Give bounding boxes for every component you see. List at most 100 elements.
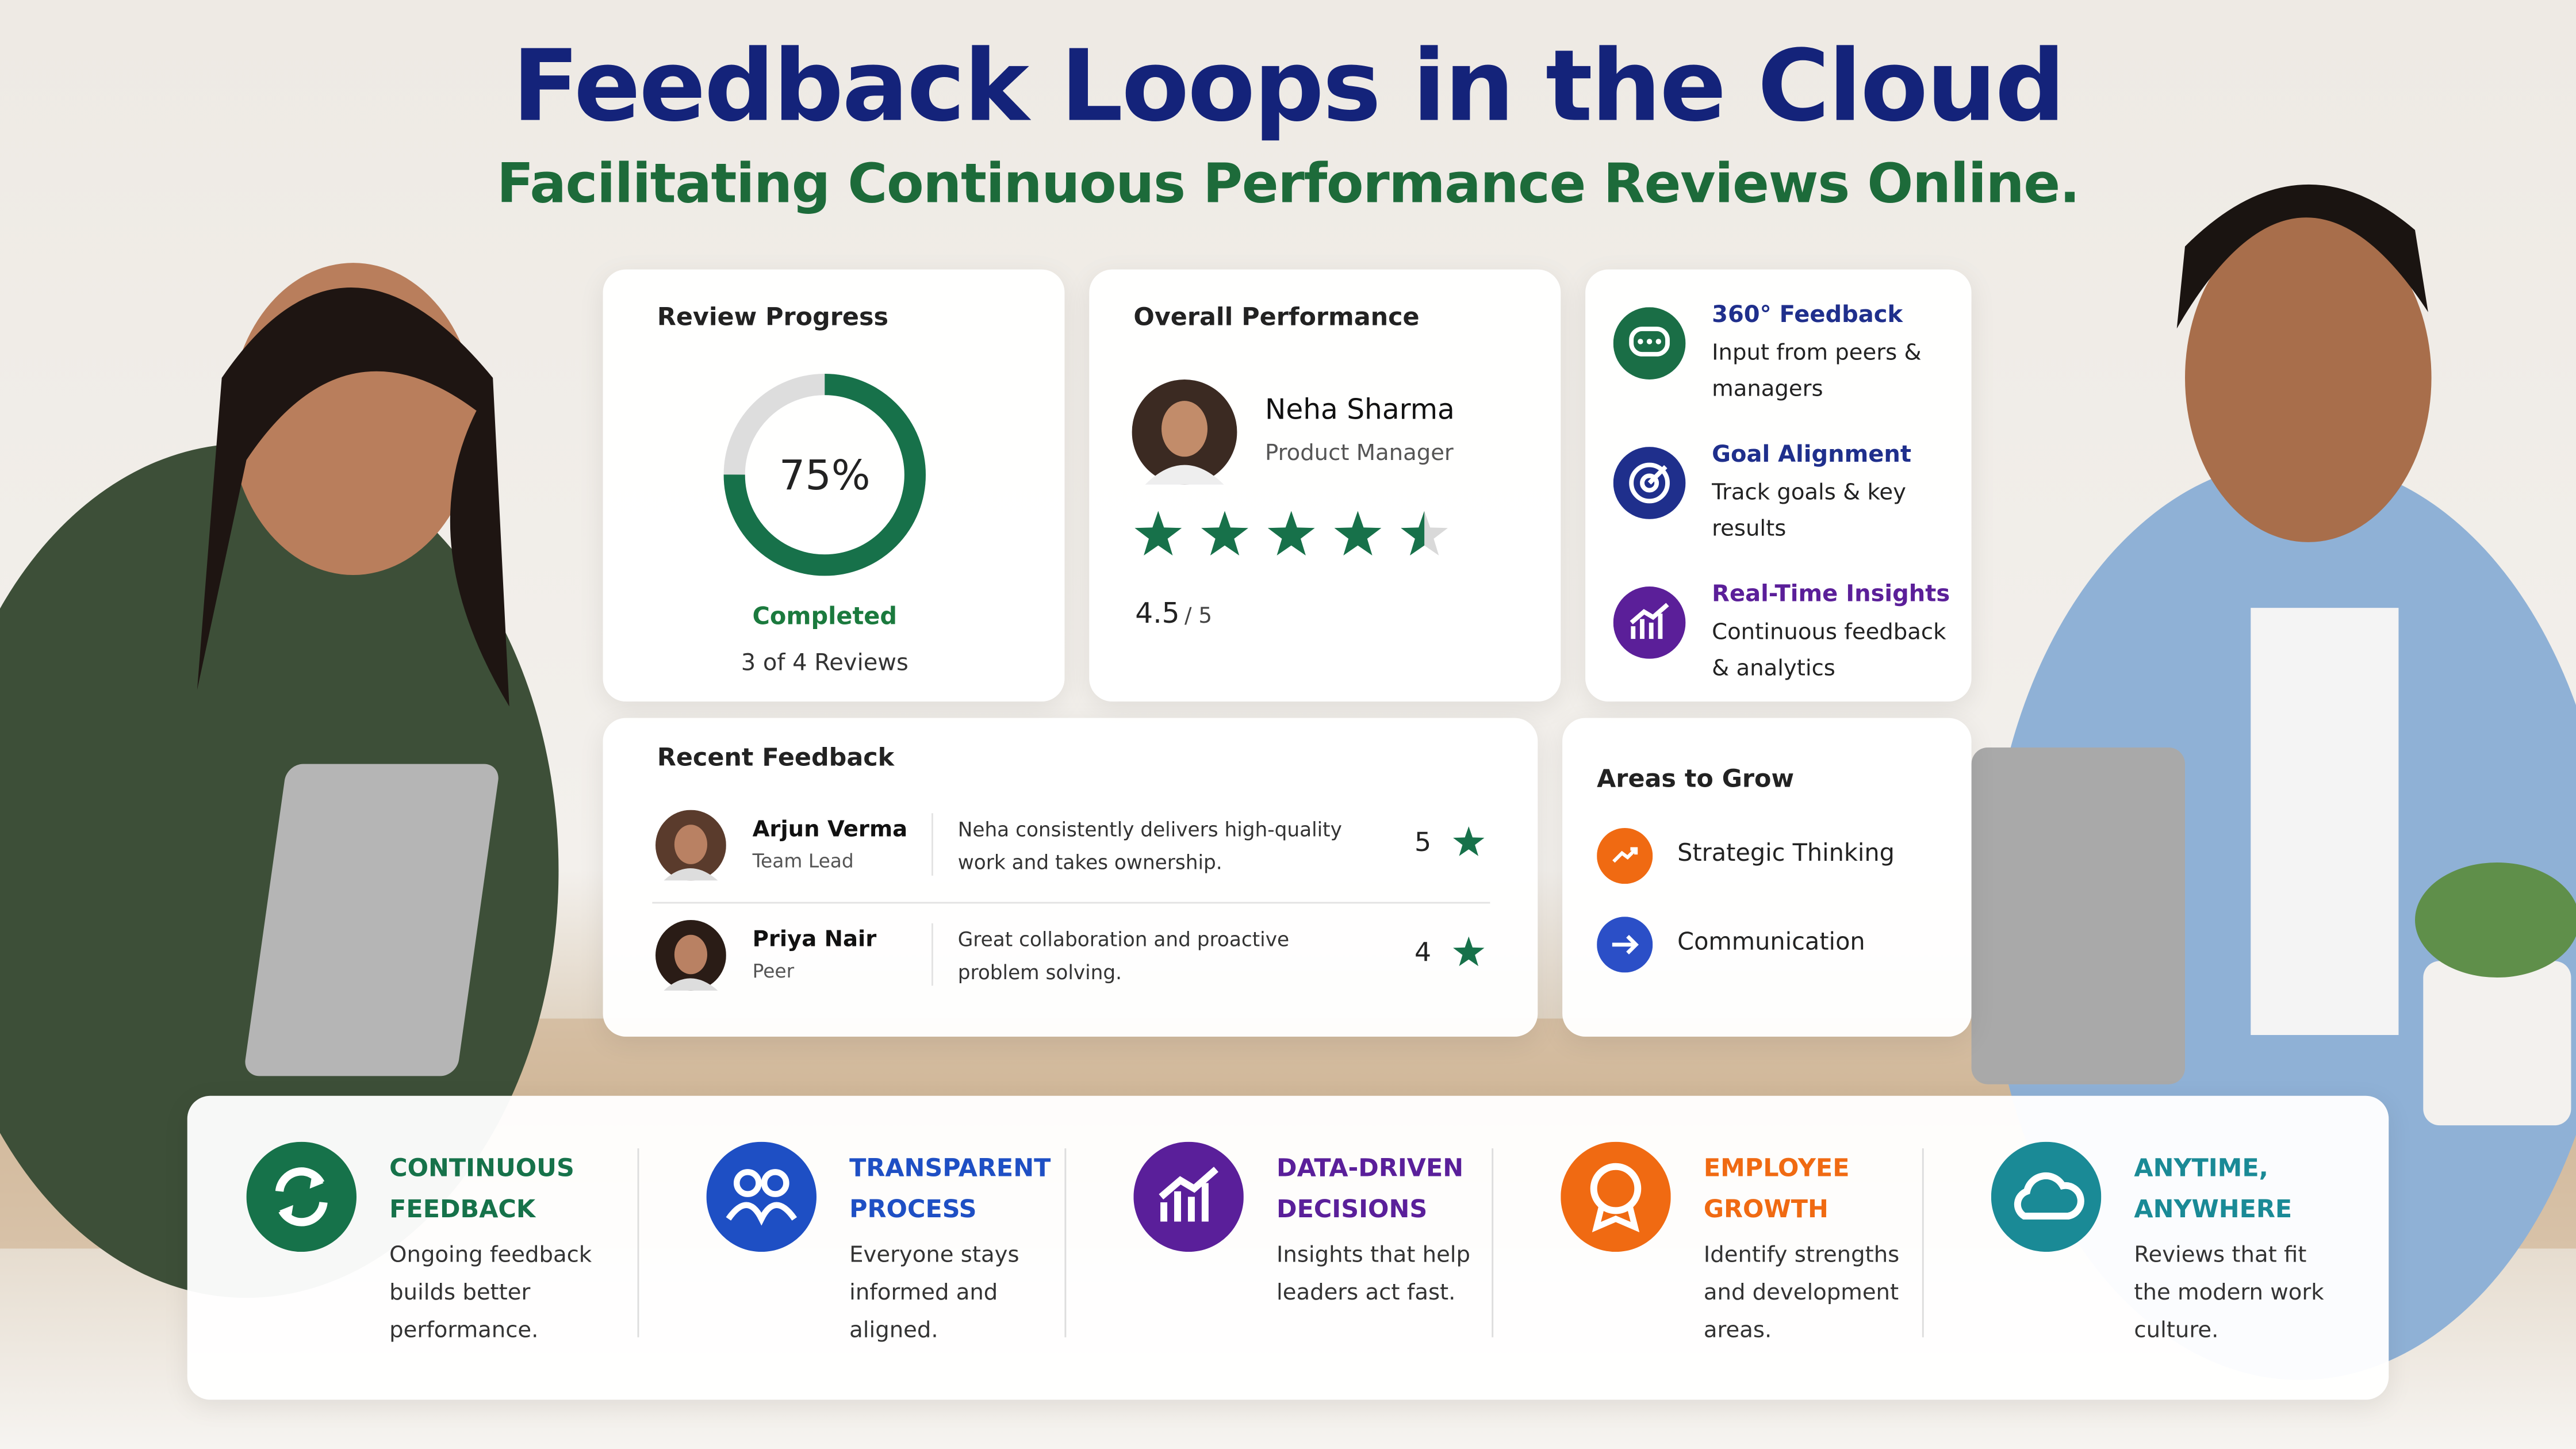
features-card: 360° Feedback Input from peers & managers… (1585, 269, 1972, 702)
icon-graphic (246, 1141, 356, 1252)
benefit-icon (246, 1141, 356, 1252)
progress-label: 75% (779, 451, 871, 499)
reviewer-role: Team Lead (752, 849, 854, 873)
feature-icon (1613, 307, 1686, 379)
star (1334, 511, 1382, 556)
rating-stars (1134, 511, 1448, 556)
divider (931, 923, 933, 986)
avatar-graphic (656, 810, 726, 881)
icon-graphic (1133, 1141, 1244, 1252)
right-shirt (2251, 608, 2399, 1035)
card-title: Areas to Grow (1597, 764, 1795, 793)
icon-graphic (1991, 1141, 2102, 1252)
icon-graphic (706, 1141, 816, 1252)
feature-title: 360° Feedback (1712, 302, 1903, 329)
benefit-text: Insights that help leaders act fast. (1276, 1242, 1471, 1306)
person-role: Product Manager (1265, 440, 1454, 467)
icon-graphic (1561, 1141, 1671, 1252)
benefit-title: EMPLOYEE GROWTH (1703, 1153, 1850, 1224)
person-name: Neha Sharma (1265, 394, 1455, 427)
review-progress-card: Review Progress 75% Completed 3 of 4 Rev… (603, 269, 1065, 702)
plant-pot (2423, 961, 2571, 1126)
icon-graphic (1597, 917, 1653, 973)
benefit-icon (1561, 1141, 1671, 1252)
area-label: Communication (1677, 930, 1865, 956)
benefit-text: Everyone stays informed and aligned. (849, 1242, 1019, 1344)
avatar-graphic (656, 920, 726, 991)
feedback-comment: Great collaboration and proactive proble… (957, 928, 1290, 984)
area-label: Strategic Thinking (1677, 841, 1895, 868)
benefit-icon (706, 1141, 816, 1252)
rating-value: 4.5 (1135, 598, 1180, 631)
feature-text: Track goals & key results (1712, 480, 1906, 542)
icon-graphic (1613, 586, 1686, 659)
feature-text: Input from peers & managers (1712, 340, 1922, 402)
icon-graphic (1613, 307, 1686, 379)
progress-ring: 75% (723, 374, 926, 576)
star-empty (1401, 511, 1448, 556)
feedback-comment: Neha consistently delivers high-quality … (957, 818, 1342, 874)
progress-detail: 3 of 4 Reviews (741, 650, 908, 677)
star (1201, 511, 1248, 556)
feature-icon (1613, 586, 1686, 659)
separator (1492, 1148, 1494, 1337)
benefit-icon (1133, 1141, 1244, 1252)
avatar (656, 810, 726, 881)
benefit-text: Identify strengths and development areas… (1703, 1242, 1900, 1344)
feature-title: Real-Time Insights (1712, 581, 1950, 608)
feature-icon (1613, 447, 1686, 519)
reviewer-name: Priya Nair (752, 926, 877, 953)
feature-title: Goal Alignment (1712, 442, 1912, 469)
benefit: ANYTIME, ANYWHERE Reviews that fit the mo… (1922, 1096, 2375, 1400)
right-hair (2176, 184, 2428, 329)
divider (652, 902, 1490, 904)
left-laptop (245, 764, 499, 1076)
star-graphic (1453, 936, 1485, 967)
benefit-text: Reviews that fit the modern work culture… (2134, 1242, 2324, 1344)
page-subtitle: Facilitating Continuous Performance Revi… (496, 151, 2080, 216)
progress-status: Completed (752, 604, 898, 631)
page-title: Feedback Loops in the Cloud (512, 29, 2066, 145)
performance-card: Overall Performance Neha Sharma Product … (1089, 269, 1561, 702)
feedback-score: 5 (1414, 826, 1432, 858)
benefit: TRANSPARENT PROCESS Everyone stays inform… (637, 1096, 1091, 1400)
score-star (1449, 933, 1489, 973)
separator (1064, 1148, 1067, 1337)
card-title: Overall Performance (1133, 302, 1420, 332)
reviewer-name: Arjun Verma (752, 816, 908, 843)
avatar (656, 920, 726, 991)
benefit-text: Ongoing feedback builds better performan… (389, 1242, 592, 1344)
avatar (1132, 379, 1237, 485)
recent-feedback-card: Recent Feedback Arjun Verma Team Lead Neha… (603, 718, 1538, 1037)
benefit-icon (1991, 1141, 2102, 1252)
right-laptop (1971, 747, 2185, 1084)
area-icon (1597, 917, 1653, 973)
score-star (1449, 823, 1489, 862)
separator (1922, 1148, 1924, 1337)
benefit: EMPLOYEE GROWTH Identify strengths and de… (1492, 1096, 1945, 1400)
benefit: DATA-DRIVEN DECISIONS Insights that help … (1064, 1096, 1518, 1400)
areas-card: Areas to Grow Strategic Thinking Communic… (1562, 718, 1972, 1037)
card-title: Review Progress (657, 302, 889, 332)
plant (2415, 862, 2576, 977)
separator (637, 1148, 639, 1337)
rating-max: / 5 (1184, 604, 1212, 630)
benefit-title: TRANSPARENT PROCESS (849, 1153, 1051, 1224)
feature-text: Continuous feedback & analytics (1712, 619, 1946, 682)
reviewer-role: Peer (752, 959, 795, 983)
divider (931, 813, 933, 876)
feedback-score: 4 (1414, 936, 1432, 968)
benefits-band: CONTINUOUS FEEDBACK Ongoing feedback buil… (187, 1095, 2389, 1400)
icon-graphic (1613, 447, 1686, 519)
star (1267, 511, 1315, 556)
card-title: Recent Feedback (657, 742, 895, 772)
benefit: CONTINUOUS FEEDBACK Ongoing feedback buil… (187, 1096, 631, 1400)
benefit-title: ANYTIME, ANYWHERE (2134, 1153, 2293, 1224)
benefit-title: CONTINUOUS FEEDBACK (389, 1153, 574, 1224)
benefit-title: DATA-DRIVEN DECISIONS (1276, 1153, 1464, 1224)
icon-graphic (1597, 828, 1653, 884)
star-graphic (1453, 826, 1485, 856)
